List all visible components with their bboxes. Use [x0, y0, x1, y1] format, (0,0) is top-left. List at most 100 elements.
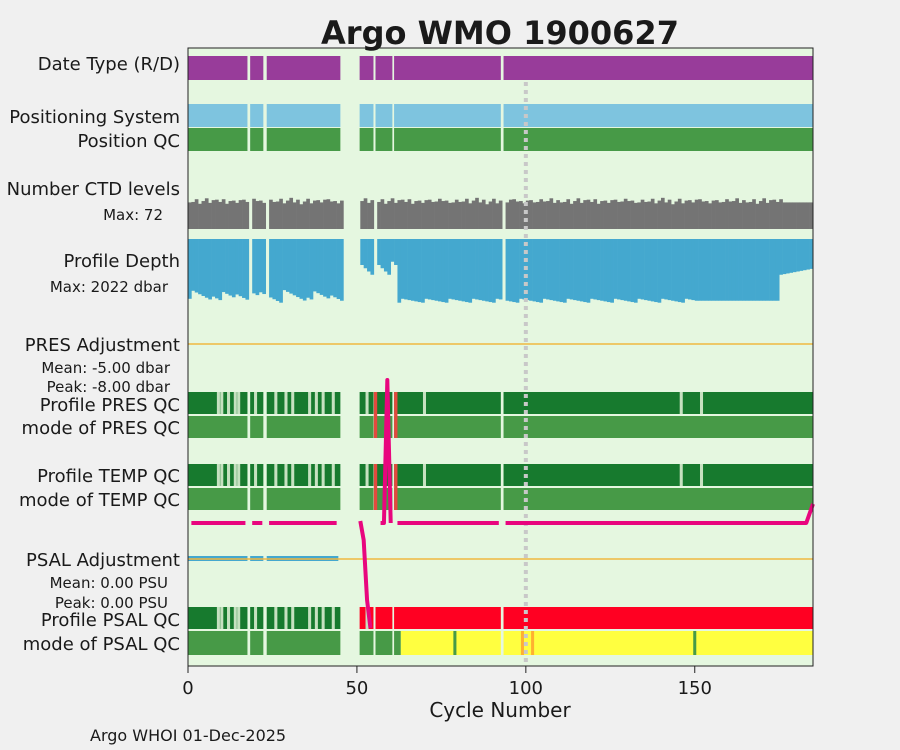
- ctd-levels-bar: [772, 199, 777, 229]
- psal-peak-label: Peak: 0.00 PSU: [55, 594, 168, 612]
- ctd-levels-bar: [765, 202, 770, 229]
- profile-depth-bar: [238, 239, 243, 297]
- ctd-levels-bar: [522, 203, 527, 229]
- ctd-levels-bar: [566, 199, 571, 229]
- profile-psal-qc-light-mark: [314, 607, 318, 629]
- depth-max-label: Max: 2022 dbar: [50, 278, 169, 296]
- profile-depth-bar: [329, 239, 334, 296]
- profile-depth-bar: [660, 239, 665, 299]
- ctd-levels-bar: [593, 199, 598, 229]
- ctd-levels-bar: [434, 201, 439, 229]
- profile-depth-bar: [657, 239, 662, 303]
- profile-depth-bar: [468, 239, 473, 303]
- ctd-levels-bar: [421, 202, 425, 229]
- profile-depth-bar: [282, 239, 287, 291]
- x-axis-label: Cycle Number: [429, 698, 571, 722]
- ctd-levels-bar: [752, 199, 756, 229]
- profile-depth-bar: [505, 239, 510, 301]
- row-label-mode-psal-qc: mode of PSAL QC: [23, 634, 180, 655]
- ctd-levels-bar: [231, 200, 236, 229]
- profile-temp-qc-light-mark: [216, 464, 220, 486]
- profile-depth-bar: [508, 239, 513, 302]
- ctd-levels-bar: [238, 200, 243, 229]
- positioning-system-bar: [375, 104, 393, 127]
- profile-depth-bar: [306, 239, 310, 298]
- ctd-levels-bar: [215, 199, 219, 229]
- ctd-levels-bar: [573, 201, 577, 229]
- ctd-levels-bar: [448, 202, 452, 229]
- ctd-levels-bar: [701, 201, 706, 229]
- profile-depth-bar: [231, 239, 236, 298]
- ctd-levels-bar: [590, 201, 594, 229]
- profile-depth-bar: [198, 239, 202, 295]
- x-tick-label: 50: [345, 678, 368, 699]
- ctd-levels-bar: [336, 203, 341, 229]
- profile-depth-bar: [245, 239, 250, 300]
- position-qc-bar: [394, 128, 501, 151]
- profile-depth-bar: [228, 239, 233, 296]
- ctd-levels-bar: [282, 203, 287, 229]
- ctd-levels-bar: [809, 202, 814, 229]
- mode-psal-qc-bar: [359, 631, 374, 655]
- profile-depth-bar: [627, 239, 631, 302]
- profile-temp-qc-light-mark: [679, 464, 683, 486]
- profile-temp-qc-bar: [394, 464, 501, 486]
- ctd-levels-bar: [481, 199, 486, 229]
- ctd-levels-bar: [613, 199, 618, 229]
- pres-qc-flag-mark: [394, 392, 398, 438]
- profile-psal-qc-light-mark: [220, 607, 224, 629]
- profile-depth-bar: [644, 239, 648, 301]
- ctd-levels-bar: [478, 202, 483, 229]
- profile-depth-bar: [681, 239, 685, 303]
- mode-pres-qc-bar: [503, 416, 813, 438]
- ctd-levels-bar: [711, 200, 716, 229]
- ctd-levels-bar: [758, 201, 763, 229]
- profile-depth-bar: [630, 239, 635, 303]
- profile-psal-qc-light-mark: [365, 607, 369, 629]
- ctd-levels-bar: [367, 202, 371, 229]
- ctd-levels-bar: [789, 202, 794, 229]
- chart-title: Argo WMO 1900627: [321, 14, 679, 52]
- profile-depth-bar: [390, 239, 395, 262]
- mode-pres-qc-bar: [250, 416, 264, 438]
- profile-pres-qc-bar: [266, 392, 341, 414]
- footer-credit: Argo WHOI 01-Dec-2025: [90, 726, 286, 745]
- ctd-levels-bar: [552, 202, 557, 229]
- profile-depth-bar: [785, 239, 790, 274]
- mode-temp-qc-bar: [188, 488, 248, 510]
- positioning-system-bar: [503, 104, 813, 127]
- profile-depth-bar: [188, 239, 192, 299]
- positioning-system-bar: [266, 104, 341, 127]
- profile-depth-bar: [285, 239, 290, 292]
- ctd-levels-bar: [299, 204, 304, 229]
- profile-depth-bar: [556, 239, 560, 302]
- profile-depth-bar: [617, 239, 621, 300]
- profile-depth-bar: [704, 239, 709, 301]
- ctd-max-label: Max: 72: [103, 206, 163, 224]
- profile-depth-bar: [488, 239, 493, 303]
- profile-psal-qc-light-mark: [227, 607, 231, 629]
- profile-depth-bar: [566, 239, 571, 299]
- ctd-levels-bar: [235, 202, 239, 229]
- profile-temp-qc-light-mark: [291, 464, 295, 486]
- profile-depth-bar: [552, 239, 557, 301]
- ctd-levels-bar: [664, 202, 669, 229]
- ctd-levels-bar: [475, 197, 479, 229]
- ctd-levels-bar: [417, 200, 422, 229]
- ctd-levels-bar: [735, 198, 739, 229]
- ctd-levels-bar: [512, 199, 517, 229]
- profile-depth-bar: [755, 239, 760, 301]
- row-label-profile-depth: Profile Depth: [63, 251, 180, 272]
- profile-depth-bar: [363, 239, 368, 269]
- profile-depth-bar: [319, 239, 324, 295]
- profile-temp-qc-light-mark: [365, 464, 369, 486]
- profile-depth-bar: [377, 239, 381, 265]
- profile-depth-bar: [417, 239, 422, 303]
- mode-psal-qc-orange-mark: [531, 631, 535, 655]
- ctd-levels-bar: [424, 200, 429, 229]
- profile-psal-qc-light-mark: [274, 607, 278, 629]
- ctd-levels-bar: [272, 201, 277, 229]
- profile-depth-bar: [475, 239, 479, 300]
- ctd-levels-bar: [296, 199, 300, 229]
